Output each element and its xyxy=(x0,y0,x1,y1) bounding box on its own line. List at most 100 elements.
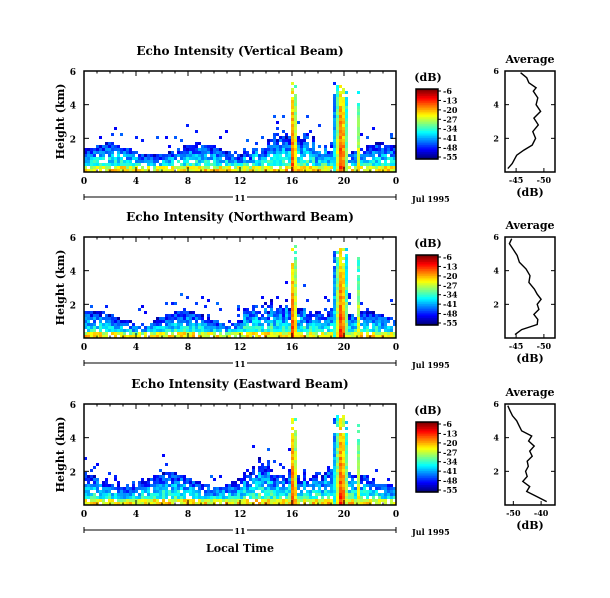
heatmap-cell xyxy=(387,326,390,329)
heatmap-cell xyxy=(333,454,336,457)
heatmap-cell xyxy=(132,166,135,169)
heatmap-cell xyxy=(243,311,246,314)
heatmap-cell xyxy=(105,326,108,329)
heatmap-cell xyxy=(342,496,345,499)
heatmap-cell xyxy=(393,320,396,323)
heatmap-cell xyxy=(276,329,279,332)
heatmap-cell xyxy=(345,487,348,490)
heatmap-cell xyxy=(339,311,342,314)
heatmap-cell xyxy=(342,103,345,106)
heatmap-cell xyxy=(93,163,96,166)
heatmap-cell xyxy=(333,445,336,448)
heatmap-cell xyxy=(369,163,372,166)
heatmap-cell xyxy=(360,157,363,160)
heatmap-cell xyxy=(261,466,264,469)
heatmap-cell xyxy=(390,329,393,332)
heatmap-cell xyxy=(189,502,192,505)
colorbar-swatch xyxy=(416,258,438,261)
heatmap-cell xyxy=(336,299,339,302)
heatmap-cell xyxy=(294,293,297,296)
heatmap-cell xyxy=(117,166,120,169)
colorbar-swatch xyxy=(416,118,438,122)
heatmap-cell xyxy=(108,472,111,475)
heatmap-cell xyxy=(282,151,285,154)
heatmap-cell xyxy=(93,323,96,326)
heatmap-cell xyxy=(198,326,201,329)
heatmap-cell xyxy=(354,154,357,157)
heatmap-cell xyxy=(210,326,213,329)
heatmap-cell xyxy=(309,484,312,487)
heatmap-cell xyxy=(111,133,114,136)
heatmap-cell xyxy=(333,460,336,463)
heatmap-cell xyxy=(234,169,237,172)
heatmap-cell xyxy=(249,493,252,496)
heatmap-cell xyxy=(339,335,342,338)
colorbar-swatch xyxy=(416,451,438,455)
heatmap-cell xyxy=(297,493,300,496)
avg-x-tick-label: -45 xyxy=(509,175,523,185)
heatmap-cell xyxy=(225,151,228,154)
x-tick-label: 4 xyxy=(133,177,139,187)
heatmap-cell xyxy=(333,251,336,254)
heatmap-cell xyxy=(246,335,249,338)
heatmap-cell xyxy=(348,323,351,326)
heatmap-cell xyxy=(393,148,396,151)
heatmap-cell xyxy=(90,166,93,169)
heatmap-cell xyxy=(309,130,312,133)
heatmap-cell xyxy=(135,329,138,332)
heatmap-cell xyxy=(84,148,87,151)
x-tick-label: 20 xyxy=(338,510,351,520)
heatmap-cell xyxy=(372,145,375,148)
average-frame xyxy=(504,70,556,173)
heatmap-cell xyxy=(342,466,345,469)
heatmap-cell xyxy=(93,157,96,160)
heatmap-cell xyxy=(207,163,210,166)
heatmap-cell xyxy=(366,332,369,335)
heatmap-cell xyxy=(333,466,336,469)
heatmap-cell xyxy=(276,160,279,163)
heatmap-cell xyxy=(117,490,120,493)
heatmap-cell xyxy=(336,436,339,439)
heatmap-cell xyxy=(105,496,108,499)
heatmap-cell xyxy=(153,478,156,481)
heatmap-cell xyxy=(216,148,219,151)
heatmap-cell xyxy=(165,493,168,496)
heatmap-cell xyxy=(264,475,267,478)
heatmap-cell xyxy=(102,317,105,320)
heatmap-cell xyxy=(333,335,336,338)
heatmap-cell xyxy=(240,326,243,329)
heatmap-cell xyxy=(162,160,165,163)
heatmap-cell xyxy=(342,451,345,454)
colorbar-swatch xyxy=(416,460,438,463)
heatmap-cell xyxy=(276,154,279,157)
heatmap-cell xyxy=(312,326,315,329)
heatmap-cell xyxy=(129,148,132,151)
heatmap-cell xyxy=(255,148,258,151)
y-tick-label: 2 xyxy=(70,468,76,478)
heatmap-cell xyxy=(123,332,126,335)
heatmap-cell xyxy=(345,293,348,296)
heatmap-cell xyxy=(219,329,222,332)
heatmap-cell xyxy=(330,151,333,154)
average-title: Average xyxy=(504,53,554,66)
heatmap-cell xyxy=(84,499,87,502)
heatmap-cell xyxy=(108,142,111,145)
heatmap-cell xyxy=(207,335,210,338)
heatmap-cell xyxy=(333,103,336,106)
heatmap-cell xyxy=(243,484,246,487)
heatmap-cell xyxy=(315,475,318,478)
heatmap-cell xyxy=(333,254,336,257)
heatmap-cell xyxy=(363,160,366,163)
heatmap-cell xyxy=(282,169,285,172)
heatmap-cell xyxy=(300,332,303,335)
heatmap-cell xyxy=(198,169,201,172)
heatmap-cell xyxy=(168,472,171,475)
colorbar-tick-label: -41 xyxy=(443,133,457,143)
heatmap-cell xyxy=(351,499,354,502)
heatmap-cell xyxy=(336,290,339,293)
heatmap-cell xyxy=(297,142,300,145)
heatmap-cell xyxy=(330,145,333,148)
avg-y-tick-label: 4 xyxy=(493,100,499,110)
heatmap-cell xyxy=(333,451,336,454)
colorbar-swatch xyxy=(416,272,438,275)
